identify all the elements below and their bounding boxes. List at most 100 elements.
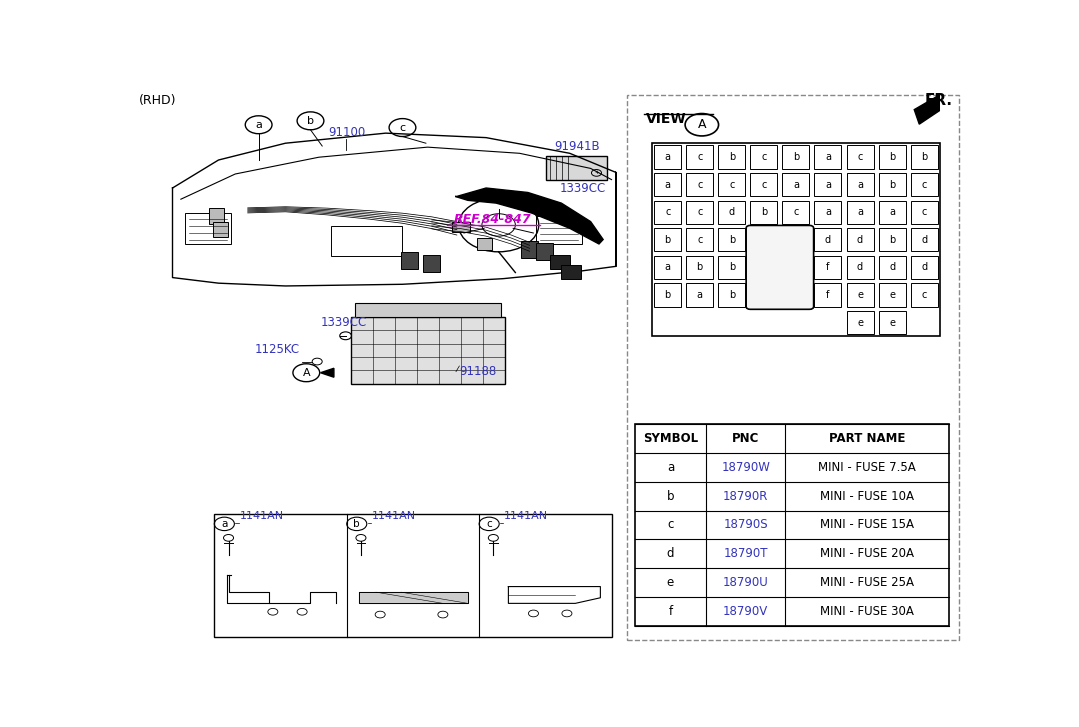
Text: a: a [825, 180, 831, 190]
Bar [686, 256, 713, 279]
Text: c: c [921, 180, 927, 190]
Bar [452, 222, 470, 232]
Bar [878, 173, 905, 196]
Text: b: b [921, 152, 927, 162]
Text: 91941B: 91941B [555, 140, 600, 153]
Text: MINI - FUSE 25A: MINI - FUSE 25A [820, 576, 914, 589]
Bar [750, 145, 777, 169]
Bar [654, 256, 681, 279]
Bar [423, 255, 440, 272]
Text: d: d [889, 262, 896, 273]
Text: b: b [354, 519, 360, 529]
Text: e: e [667, 576, 674, 589]
Bar [654, 284, 681, 307]
Bar [351, 317, 505, 384]
Text: VIEW: VIEW [646, 113, 686, 126]
Text: b: b [665, 290, 671, 300]
Bar [627, 95, 959, 640]
Text: f: f [827, 262, 830, 273]
Text: b: b [308, 116, 314, 126]
Text: A: A [302, 368, 310, 378]
Bar [878, 145, 905, 169]
Text: MINI - FUSE 10A: MINI - FUSE 10A [820, 490, 914, 502]
Bar [561, 265, 582, 278]
Text: a: a [889, 207, 896, 217]
Text: a: a [793, 180, 798, 190]
Bar [536, 216, 583, 244]
Bar [750, 173, 777, 196]
Bar [911, 228, 938, 252]
Text: d: d [921, 235, 927, 245]
Text: PART NAME: PART NAME [829, 432, 905, 445]
Text: e: e [889, 318, 896, 328]
Text: (RHD): (RHD) [139, 94, 177, 107]
Text: FR.: FR. [925, 93, 953, 108]
Bar [911, 256, 938, 279]
Bar [878, 284, 905, 307]
Bar [719, 228, 746, 252]
Bar [719, 256, 746, 279]
Text: f: f [668, 605, 672, 618]
Bar [686, 228, 713, 252]
Text: c: c [665, 207, 670, 217]
Text: d: d [667, 547, 674, 561]
Text: 1141AN: 1141AN [372, 511, 415, 521]
Bar [355, 302, 501, 317]
Text: 18790W: 18790W [721, 461, 770, 474]
Bar [782, 145, 809, 169]
Text: c: c [761, 180, 766, 190]
Text: b: b [728, 262, 735, 273]
Text: b: b [665, 235, 671, 245]
Text: a: a [665, 180, 671, 190]
Bar [521, 241, 538, 258]
Bar [686, 284, 713, 307]
Bar [847, 173, 874, 196]
Bar [847, 145, 874, 169]
Text: a: a [665, 152, 671, 162]
Text: 91100: 91100 [328, 126, 365, 140]
Text: MINI - FUSE 30A: MINI - FUSE 30A [820, 605, 914, 618]
Bar [331, 225, 402, 257]
Bar [847, 228, 874, 252]
Text: 18790T: 18790T [724, 547, 768, 561]
Text: b: b [889, 152, 896, 162]
Bar [911, 145, 938, 169]
Polygon shape [359, 593, 468, 603]
Bar [878, 256, 905, 279]
Bar [847, 201, 874, 224]
Bar [654, 173, 681, 196]
Text: c: c [921, 207, 927, 217]
Bar [186, 213, 231, 244]
Text: a: a [697, 290, 702, 300]
Bar [815, 145, 842, 169]
Text: A: A [698, 119, 706, 132]
Bar [878, 201, 905, 224]
Text: 1141AN: 1141AN [504, 511, 548, 521]
Text: 18790S: 18790S [723, 518, 768, 531]
Bar [847, 256, 874, 279]
Text: a: a [857, 180, 863, 190]
Text: c: c [921, 290, 927, 300]
Bar [911, 173, 938, 196]
Text: b: b [889, 235, 896, 245]
Bar [815, 173, 842, 196]
Bar [686, 173, 713, 196]
Bar [209, 208, 224, 224]
Text: SYMBOL: SYMBOL [643, 432, 698, 445]
Bar [634, 425, 948, 626]
Polygon shape [455, 188, 603, 244]
Bar [719, 284, 746, 307]
Text: b: b [793, 152, 800, 162]
Text: REF.84-847: REF.84-847 [454, 214, 532, 226]
Text: 1141AN: 1141AN [240, 511, 284, 521]
FancyBboxPatch shape [747, 225, 814, 309]
Bar [878, 228, 905, 252]
Text: c: c [697, 180, 702, 190]
Bar [549, 255, 570, 268]
Text: 91188: 91188 [460, 365, 496, 378]
Text: b: b [667, 490, 674, 502]
Bar [782, 173, 809, 196]
Text: c: c [761, 152, 766, 162]
Text: 1339CC: 1339CC [560, 182, 606, 196]
Bar [654, 145, 681, 169]
